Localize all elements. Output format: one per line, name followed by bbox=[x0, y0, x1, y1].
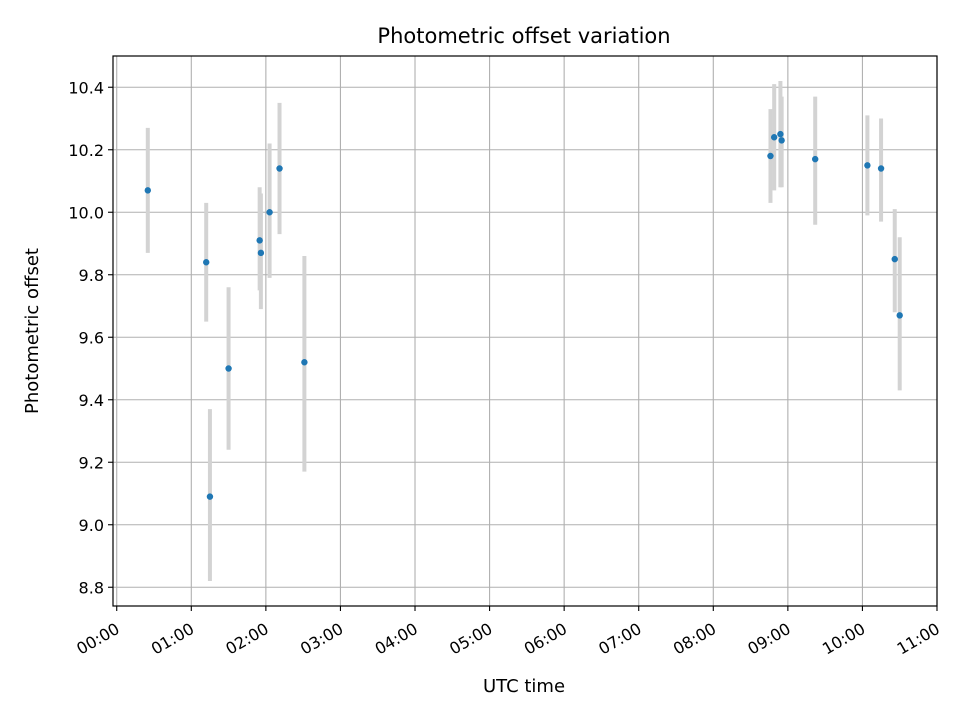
data-point bbox=[276, 165, 283, 172]
data-point bbox=[777, 130, 784, 138]
y-tick-label: 8.8 bbox=[79, 578, 104, 597]
data-point bbox=[266, 209, 273, 216]
data-point bbox=[778, 137, 785, 144]
data-point bbox=[864, 162, 871, 169]
y-tick-label: 9.8 bbox=[79, 266, 104, 285]
data-point bbox=[812, 155, 819, 163]
y-tick-label: 10.4 bbox=[68, 78, 104, 97]
y-tick-label: 9.0 bbox=[79, 516, 104, 535]
x-axis-title: UTC time bbox=[483, 676, 565, 697]
data-point bbox=[877, 165, 885, 172]
y-tick-label: 9.4 bbox=[79, 391, 104, 410]
y-axis-title: Photometric offset bbox=[22, 248, 43, 414]
data-point bbox=[767, 152, 774, 160]
chart-title: Photometric offset variation bbox=[377, 24, 670, 48]
data-point bbox=[770, 134, 778, 141]
data-points bbox=[144, 130, 903, 500]
data-point bbox=[301, 359, 308, 366]
y-axis: 8.8 9.0 9.2 9.4 9.6 9.8 10.0 10.2 10.4 bbox=[68, 78, 113, 597]
y-tick-label: 9.6 bbox=[79, 328, 104, 347]
y-tick-label: 9.2 bbox=[79, 453, 104, 472]
data-point bbox=[896, 312, 903, 319]
y-tick-label: 10.0 bbox=[68, 203, 104, 222]
data-point bbox=[256, 237, 263, 244]
data-point bbox=[225, 365, 232, 372]
data-point bbox=[891, 255, 898, 263]
plot-frame bbox=[112, 55, 938, 607]
data-point bbox=[144, 187, 151, 194]
y-tick-label: 10.2 bbox=[68, 141, 104, 160]
grid bbox=[113, 56, 938, 606]
data-point bbox=[206, 493, 214, 500]
data-point bbox=[257, 249, 265, 257]
data-point bbox=[203, 259, 210, 266]
